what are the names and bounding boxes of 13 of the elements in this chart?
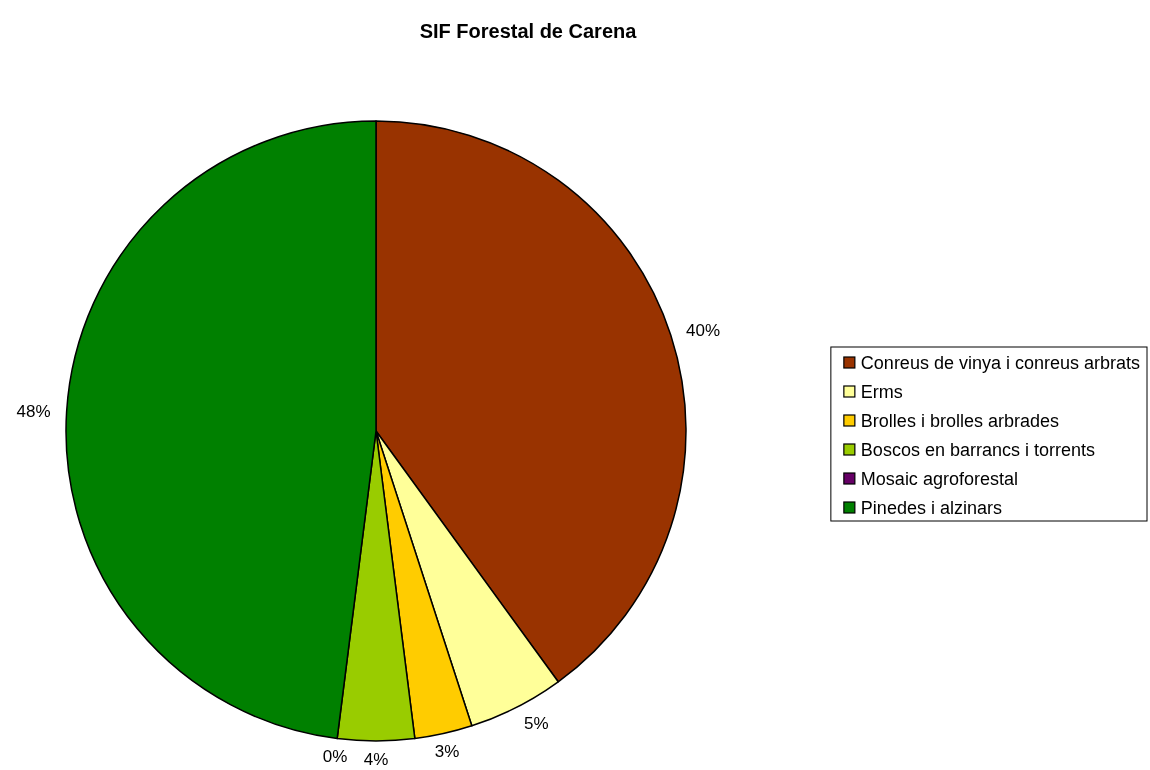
legend-label: Conreus de vinya i conreus arbrats xyxy=(860,353,1140,373)
data-label: 5% xyxy=(524,714,549,734)
legend-label: Mosaic agroforestal xyxy=(860,469,1018,489)
chart-title: SIF Forestal de Carena xyxy=(419,20,638,42)
legend-label: Pinedes i alzinars xyxy=(860,498,1002,518)
data-label: 48% xyxy=(16,401,51,421)
data-label: 3% xyxy=(434,742,460,762)
data-label: 4% xyxy=(363,750,389,769)
text: 0% xyxy=(322,747,348,767)
legend-label: Erms xyxy=(860,382,903,402)
legend-label: Boscos en barrancs i torrents xyxy=(860,440,1095,460)
legend-label: Brolles i brolles arbrades xyxy=(860,411,1059,431)
data-label: 40% xyxy=(686,321,721,341)
